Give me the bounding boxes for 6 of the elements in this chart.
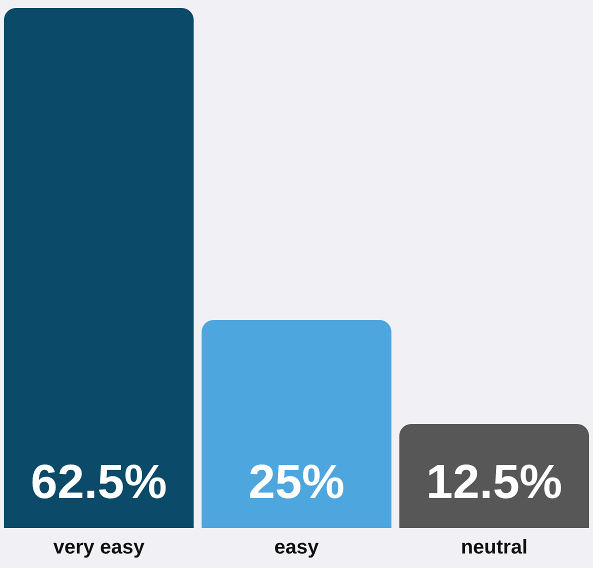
data-label: 25% xyxy=(248,456,345,509)
x-tick-label: very easy xyxy=(53,536,146,559)
data-label: 12.5% xyxy=(426,456,562,509)
data-label: 62.5% xyxy=(30,456,167,509)
x-tick-label: neutral xyxy=(460,536,528,559)
x-tick-label: easy xyxy=(274,536,320,559)
